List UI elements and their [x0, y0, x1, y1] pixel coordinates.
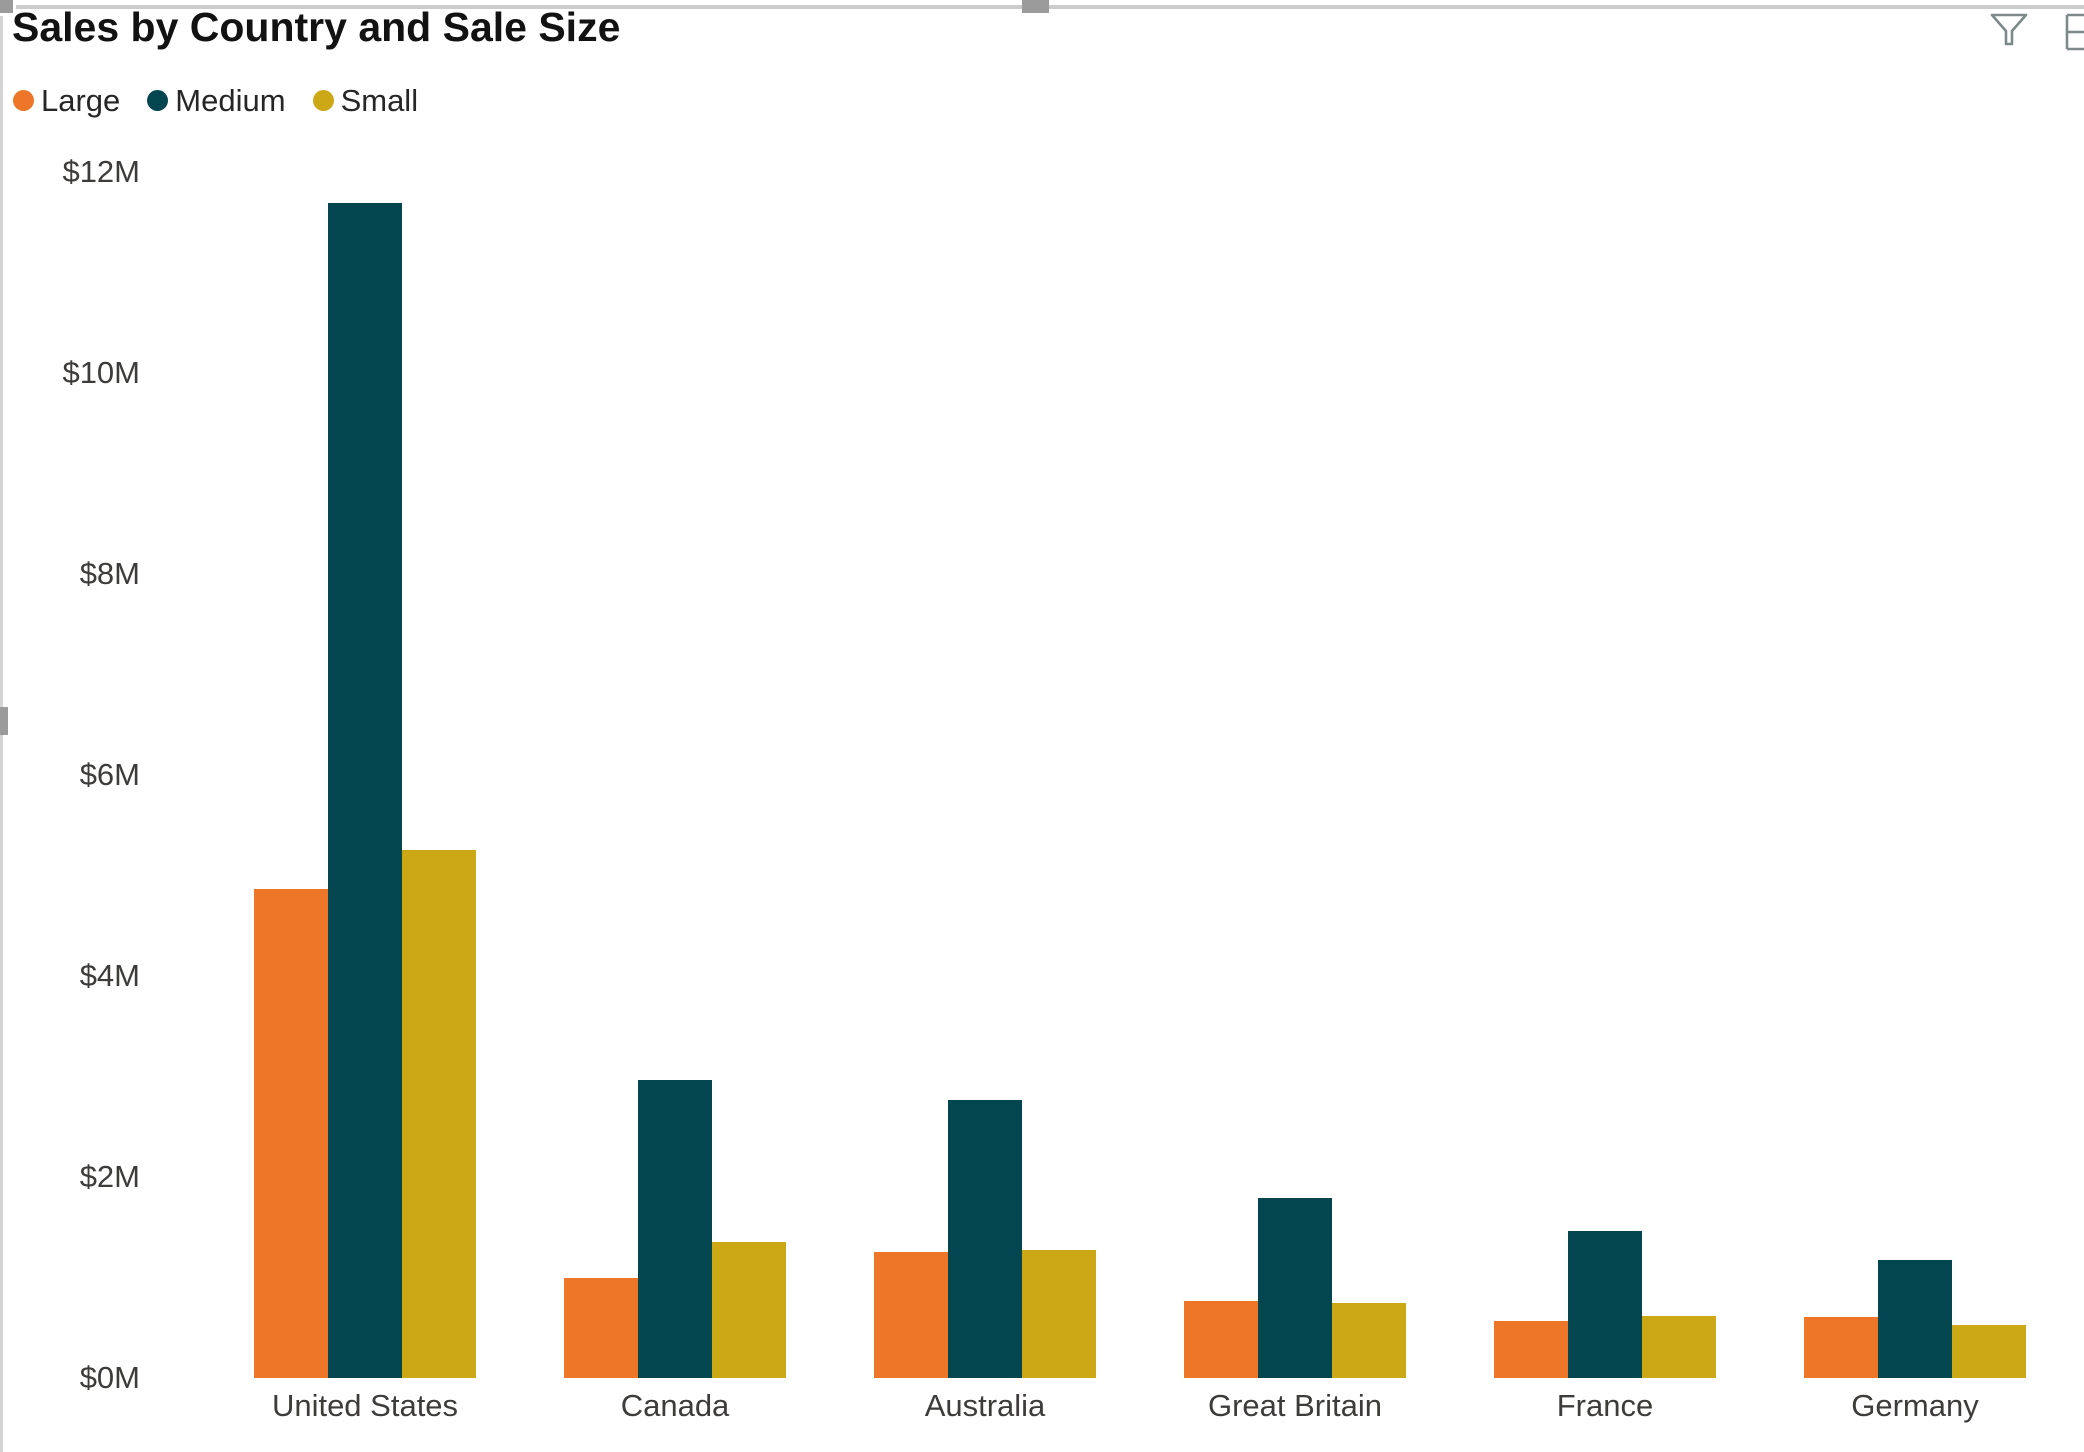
y-axis-tick-label: $6M [79, 757, 140, 792]
resize-handle-top-left[interactable] [0, 0, 13, 13]
x-axis-label-france: France [1556, 1388, 1654, 1423]
resize-handle-top-middle[interactable] [1022, 0, 1049, 13]
legend-marker-medium [147, 90, 169, 111]
x-axis-label-australia: Australia [924, 1388, 1046, 1423]
bar-medium-great-britain[interactable] [1258, 1198, 1332, 1378]
legend-item-medium[interactable]: Medium [147, 83, 286, 118]
bar-small-great-britain[interactable] [1332, 1302, 1406, 1378]
bar-medium-france[interactable] [1568, 1231, 1642, 1378]
bar-medium-canada[interactable] [638, 1079, 712, 1378]
bar-small-united-states[interactable] [402, 850, 476, 1378]
bar-medium-germany[interactable] [1878, 1260, 1952, 1378]
bar-large-great-britain[interactable] [1184, 1300, 1258, 1378]
y-axis-tick-label: $4M [79, 958, 140, 993]
bar-large-germany[interactable] [1804, 1316, 1878, 1378]
legend: Large Medium Small [13, 85, 445, 116]
y-axis-tick-label: $10M [62, 355, 140, 390]
legend-item-large[interactable]: Large [13, 85, 120, 116]
legend-label: Medium [175, 83, 286, 118]
selection-border-top [16, 5, 2084, 9]
x-axis-label-germany: Germany [1851, 1388, 1979, 1423]
bar-small-canada[interactable] [712, 1242, 786, 1378]
bar-large-canada[interactable] [564, 1277, 638, 1378]
legend-label: Large [41, 83, 121, 118]
bar-small-germany[interactable] [1952, 1324, 2026, 1378]
x-axis-label-great-britain: Great Britain [1207, 1388, 1382, 1423]
bar-small-australia[interactable] [1022, 1250, 1096, 1378]
x-axis-label-united-states: United States [271, 1388, 459, 1423]
bar-large-australia[interactable] [874, 1252, 948, 1378]
clipped-options-icon[interactable] [2064, 12, 2084, 52]
legend-marker-large [13, 90, 34, 111]
y-axis-tick-label: $0M [79, 1360, 140, 1395]
filter-icon[interactable] [1988, 8, 2030, 50]
chart-title: Sales by Country and Sale Size [12, 4, 621, 50]
bar-medium-united-states[interactable] [328, 203, 402, 1378]
y-axis-tick-label: $12M [62, 154, 140, 189]
bar-small-france[interactable] [1642, 1315, 1716, 1378]
bar-large-united-states[interactable] [254, 888, 328, 1378]
bar-medium-australia[interactable] [948, 1099, 1022, 1378]
bar-large-france[interactable] [1494, 1320, 1568, 1378]
legend-marker-small [312, 90, 334, 111]
y-axis-tick-label: $2M [79, 1159, 140, 1194]
x-axis-label-canada: Canada [620, 1388, 730, 1423]
legend-item-small[interactable]: Small [312, 83, 419, 118]
y-axis-tick-label: $8M [79, 556, 140, 591]
resize-handle-left-middle[interactable] [0, 707, 8, 735]
legend-label: Small [340, 83, 419, 118]
